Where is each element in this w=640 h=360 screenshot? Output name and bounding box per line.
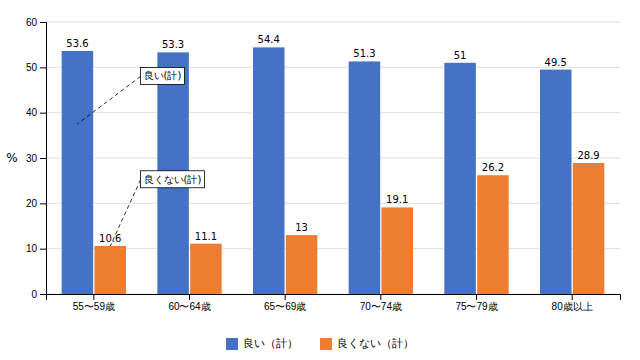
x-tick: 55〜59歳 — [73, 294, 115, 312]
x-tick-mark — [93, 294, 94, 300]
grid-line — [46, 22, 620, 23]
y-tick-label: 30 — [26, 153, 38, 164]
y-tick-mark — [40, 294, 46, 295]
axis-domain — [40, 23, 47, 295]
x-tick-mark — [476, 294, 477, 300]
annotation-text: 良い(計) — [144, 70, 182, 81]
data-labels: 53.6 53.3 54.4 51.3 51 49.5 10.6 11.1 13 19.1 26.2… — [66, 34, 599, 244]
x-tick: 75〜79歳 — [455, 294, 497, 312]
y-axis: 0 10 20 30 40 50 60 — [26, 17, 47, 300]
bar — [286, 235, 318, 294]
y-tick-mark — [40, 22, 46, 23]
data-label: 51.3 — [353, 48, 375, 59]
grid-line — [46, 67, 620, 68]
y-tick: 0 — [31, 289, 46, 300]
annotation-line — [77, 76, 140, 124]
grid-line — [46, 112, 620, 113]
annotation-box — [141, 67, 185, 84]
x-tick-mark — [380, 294, 381, 300]
legend-item: 良くない（計） — [320, 337, 414, 350]
legend-swatch — [320, 338, 332, 350]
y-tick-label: 10 — [26, 243, 38, 254]
y-tick: 40 — [26, 107, 46, 118]
legend: 良い（計） 良くない（計） — [226, 337, 414, 350]
bar — [477, 175, 509, 294]
legend-label: 良い（計） — [243, 337, 298, 350]
y-tick-mark — [40, 203, 46, 204]
grid-line — [46, 248, 620, 249]
y-tick-mark — [40, 67, 46, 68]
y-tick-mark — [40, 249, 46, 250]
y-tick-label: 50 — [26, 62, 38, 73]
data-label: 54.4 — [258, 34, 280, 45]
bar — [94, 246, 126, 294]
y-tick-label: 20 — [26, 198, 38, 209]
bars — [62, 47, 605, 294]
grid-line — [46, 203, 620, 204]
x-tick-label: 65〜69歳 — [264, 301, 306, 312]
bar — [444, 63, 476, 294]
annotation: 良くない(計) — [110, 171, 204, 246]
annotation: 良い(計) — [77, 67, 184, 124]
y-tick-label: 60 — [26, 17, 38, 28]
annotation-line — [110, 180, 140, 246]
x-tick-label: 75〜79歳 — [455, 301, 497, 312]
legend-label: 良くない（計） — [337, 337, 414, 350]
data-label: 28.9 — [577, 150, 599, 161]
x-tick-label: 55〜59歳 — [73, 301, 115, 312]
bar — [573, 163, 605, 294]
y-tick-mark — [40, 158, 46, 159]
x-tick-mark — [285, 294, 286, 300]
x-tick-label: 60〜64歳 — [168, 301, 210, 312]
plot: 0 10 20 30 40 50 60 55〜59歳 60〜64歳 65〜69歳 70〜74歳 75〜… — [26, 17, 621, 312]
annotation-box — [141, 171, 205, 188]
bar — [62, 51, 94, 294]
grid — [46, 22, 620, 294]
y-tick-mark — [40, 113, 46, 114]
grid-line — [46, 158, 620, 159]
data-label: 53.3 — [162, 39, 184, 50]
x-tick-label: 70〜74歳 — [360, 301, 402, 312]
y-tick-label: 40 — [26, 107, 38, 118]
data-label: 10.6 — [99, 233, 121, 244]
data-label: 11.1 — [195, 231, 217, 242]
chart: 0 10 20 30 40 50 60 55〜59歳 60〜64歳 65〜69歳 70〜74歳 75〜… — [0, 0, 640, 360]
x-axis: 55〜59歳 60〜64歳 65〜69歳 70〜74歳 75〜79歳 80歳以上 — [47, 294, 621, 312]
y-tick: 20 — [26, 198, 46, 209]
bar — [540, 70, 572, 294]
x-tick-mark — [189, 294, 190, 300]
data-label: 13 — [295, 222, 308, 233]
y-tick: 30 — [26, 153, 46, 164]
bar — [253, 47, 285, 294]
bar — [190, 244, 222, 294]
y-tick: 10 — [26, 243, 46, 254]
x-tick-mark — [572, 294, 573, 300]
y-tick: 50 — [26, 62, 46, 73]
annotations: 良い(計) 良くない(計) — [77, 67, 204, 246]
data-label: 53.6 — [66, 38, 88, 49]
x-tick: 60〜64歳 — [168, 294, 210, 312]
x-tick: 70〜74歳 — [360, 294, 402, 312]
bar — [381, 207, 413, 294]
x-tick: 65〜69歳 — [264, 294, 306, 312]
data-label: 26.2 — [482, 162, 504, 173]
y-tick-label: 0 — [31, 289, 37, 300]
y-tick: 60 — [26, 17, 46, 28]
bar — [349, 61, 381, 294]
data-label: 49.5 — [545, 57, 567, 68]
x-tick: 80歳以上 — [552, 294, 593, 312]
legend-swatch — [226, 338, 238, 350]
axis-domain — [47, 295, 621, 301]
legend-item: 良い（計） — [226, 337, 298, 350]
y-axis-label: % — [6, 151, 17, 165]
data-label: 19.1 — [386, 194, 408, 205]
data-label: 51 — [454, 50, 467, 61]
x-tick-label: 80歳以上 — [552, 301, 593, 312]
annotation-text: 良くない(計) — [144, 174, 202, 185]
